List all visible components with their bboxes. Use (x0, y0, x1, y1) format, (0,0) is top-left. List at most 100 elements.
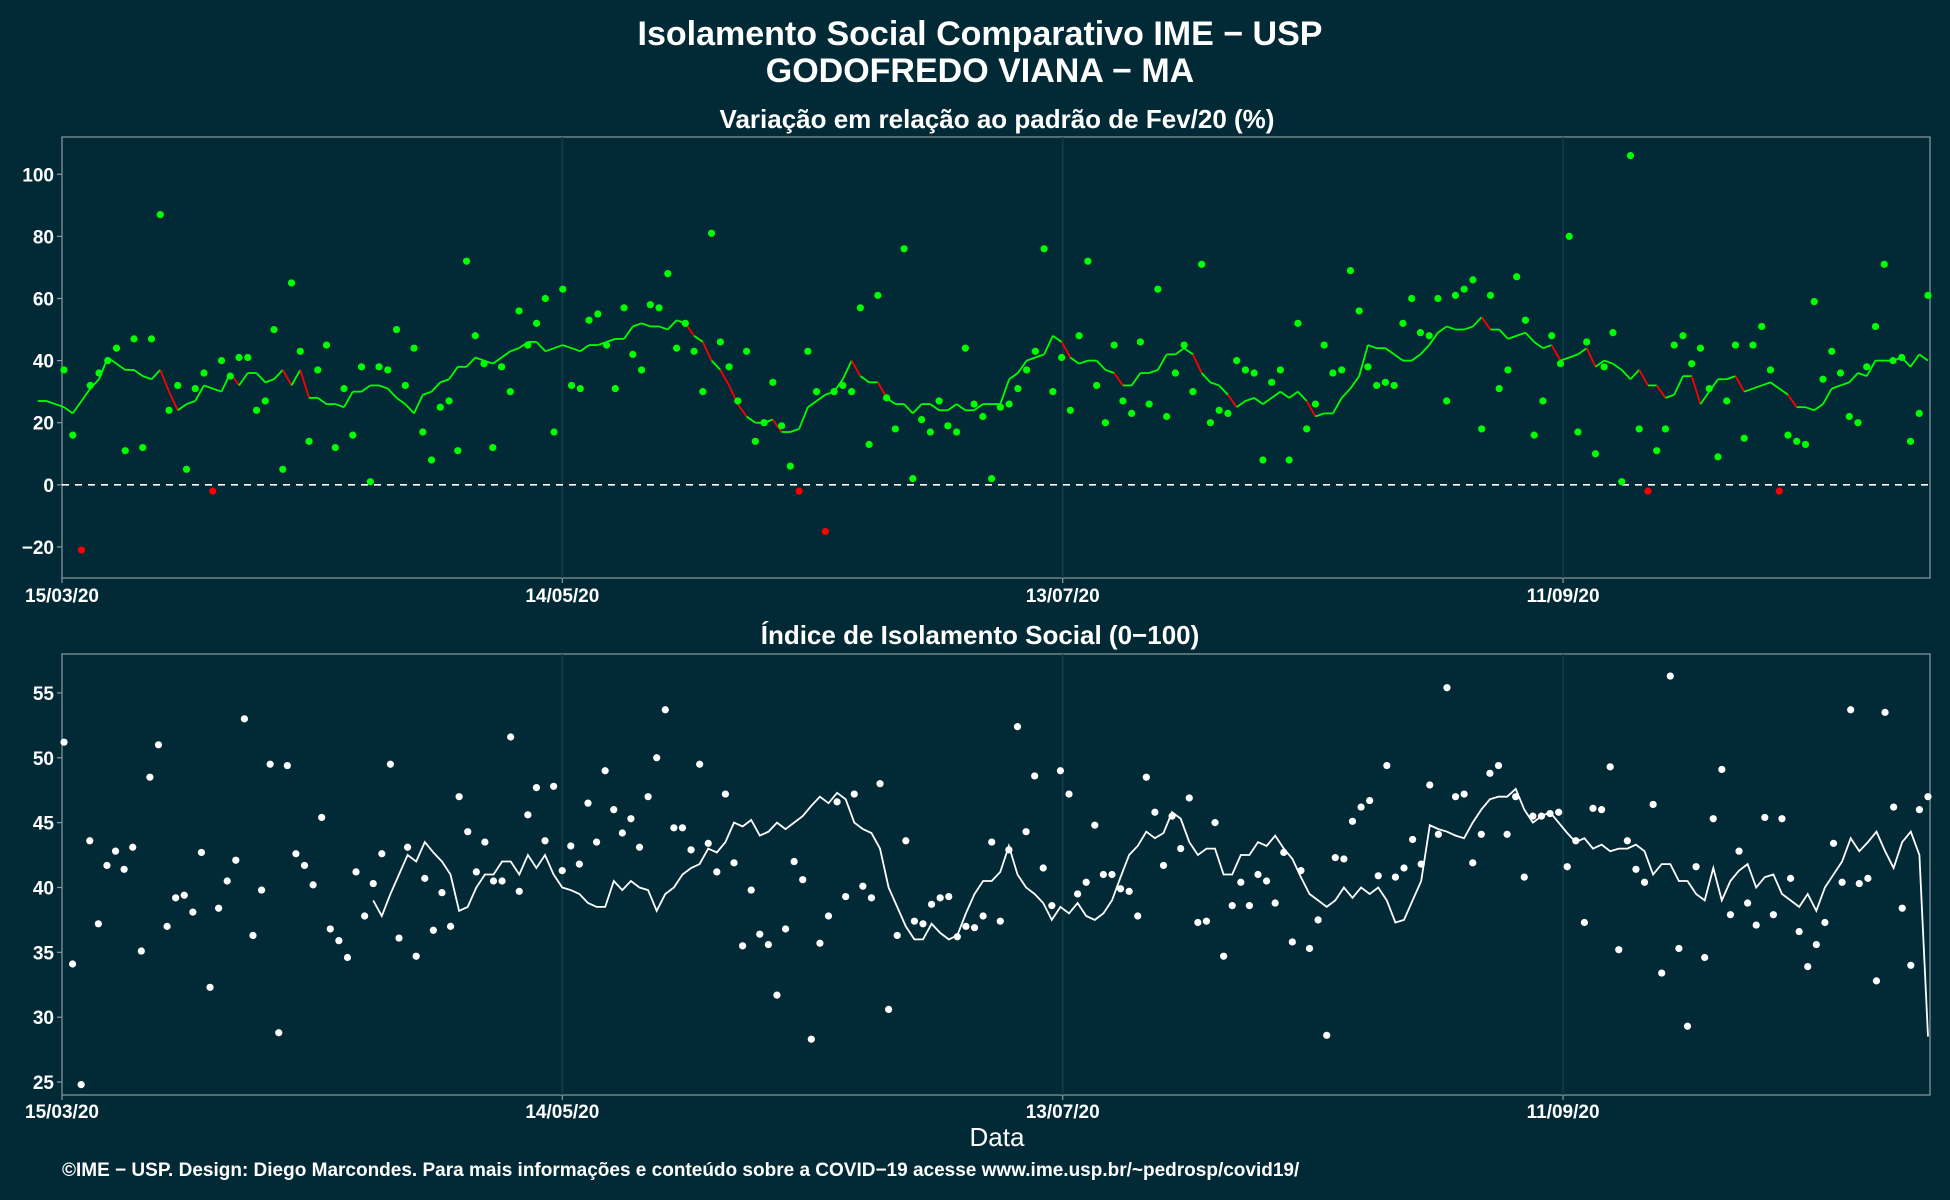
top-data-point (1408, 294, 1416, 303)
top-moving-average-segment (1148, 369, 1159, 374)
top-data-point (1233, 357, 1241, 365)
top-moving-average-segment (1437, 325, 1448, 334)
top-moving-average-segment (404, 403, 415, 415)
top-moving-average-segment (1761, 381, 1771, 387)
top-moving-average-segment (1262, 397, 1273, 405)
top-data-point (1871, 322, 1880, 331)
bottom-data-point (1391, 873, 1400, 881)
top-y-tick-label: 60 (33, 289, 54, 310)
top-plot-frame (61, 136, 1931, 579)
top-moving-average-segment (1550, 344, 1562, 362)
top-moving-average-segment (465, 356, 476, 368)
top-data-point (1084, 257, 1092, 265)
bottom-data-point (129, 843, 137, 851)
top-moving-average-segment (1560, 356, 1570, 362)
top-data-point (804, 347, 812, 355)
bottom-data-point (1262, 877, 1271, 885)
top-data-point (1241, 366, 1250, 374)
top-data-point (865, 440, 873, 449)
bottom-data-point (240, 715, 248, 723)
bottom-x-tick-label: 13/07/20 (1026, 1102, 1100, 1123)
top-panel-title: Variação em relação ao padrão de Fev/20 … (720, 104, 1275, 134)
bottom-data-point (610, 806, 618, 814)
top-moving-average-segment (1105, 369, 1115, 374)
top-moving-average-segment (1787, 394, 1798, 408)
top-moving-average-segment (1690, 375, 1702, 405)
top-data-point (244, 353, 252, 362)
bottom-x-tick-label: 11/09/20 (1527, 1102, 1600, 1123)
bottom-data-point (1151, 808, 1159, 816)
top-data-point (760, 419, 768, 427)
bottom-data-point (215, 904, 223, 912)
bottom-data-point (1778, 815, 1786, 823)
top-data-point (235, 353, 243, 362)
bottom-data-point (979, 912, 987, 920)
top-moving-average-segment (203, 384, 214, 390)
bottom-data-point (1761, 813, 1769, 822)
bottom-data-point (446, 922, 455, 930)
bottom-data-point (223, 877, 231, 885)
top-data-point (1294, 319, 1302, 327)
bottom-data-point (1434, 830, 1442, 838)
top-y-tick-label: −20 (22, 538, 54, 559)
top-moving-average-segment (264, 378, 275, 384)
bottom-data-point (1074, 890, 1082, 898)
top-data-point (392, 325, 401, 334)
bottom-data-point (1039, 864, 1047, 872)
bottom-data-point (885, 1005, 893, 1013)
top-moving-average-segment (150, 369, 161, 380)
bottom-data-point (1649, 800, 1657, 809)
top-data-point (1303, 425, 1311, 433)
top-y-tick-label: 40 (33, 352, 54, 373)
top-data-point (707, 229, 716, 237)
bottom-data-point (1116, 885, 1125, 893)
top-moving-average-segment (912, 403, 923, 415)
top-moving-average-segment (1130, 372, 1142, 386)
bottom-data-point (1744, 899, 1752, 907)
top-moving-average-segment (1008, 372, 1019, 380)
bottom-data-point (850, 790, 858, 798)
top-data-point (821, 527, 829, 536)
bottom-data-point (541, 837, 549, 845)
bottom-data-point (1915, 806, 1924, 814)
top-moving-average-segment (1585, 347, 1597, 368)
bottom-data-point (876, 780, 884, 788)
top-moving-average-segment (1279, 390, 1290, 399)
top-moving-average-segment (439, 378, 450, 384)
top-data-point (1906, 437, 1915, 445)
top-moving-average-segment (1840, 381, 1850, 387)
bottom-data-point (558, 867, 566, 875)
top-data-point (209, 487, 217, 495)
top-moving-average-segment (1183, 347, 1194, 356)
top-moving-average-segment (1210, 381, 1220, 387)
bottom-data-point (438, 889, 446, 897)
top-moving-average-segment (1524, 332, 1535, 343)
bottom-data-point (197, 848, 206, 857)
top-moving-average-segment (430, 381, 441, 393)
bottom-data-point (1469, 859, 1477, 867)
top-moving-average-segment (1463, 325, 1474, 331)
top-data-point (611, 384, 619, 393)
top-data-point (165, 406, 173, 414)
top-data-point (1810, 297, 1818, 306)
bottom-data-point (1185, 794, 1193, 802)
top-data-point (1653, 447, 1661, 455)
bottom-data-point (1589, 804, 1597, 812)
top-data-point (1714, 453, 1722, 461)
bottom-data-point (111, 847, 120, 855)
top-data-point (331, 443, 339, 452)
top-data-point (121, 447, 129, 455)
top-data-point (1355, 307, 1363, 315)
top-moving-average-segment (492, 356, 503, 365)
top-moving-average-segment (1349, 375, 1360, 390)
bottom-data-point (455, 793, 463, 801)
top-data-point (1110, 341, 1118, 349)
top-moving-average-segment (343, 391, 354, 408)
top-data-point (60, 366, 68, 374)
top-moving-average-segment (553, 344, 564, 350)
top-moving-average-segment (737, 403, 748, 418)
top-data-point (252, 406, 261, 414)
bottom-x-tick-label: 14/05/20 (525, 1102, 599, 1123)
bottom-data-point (524, 811, 532, 819)
top-data-point (305, 437, 313, 445)
